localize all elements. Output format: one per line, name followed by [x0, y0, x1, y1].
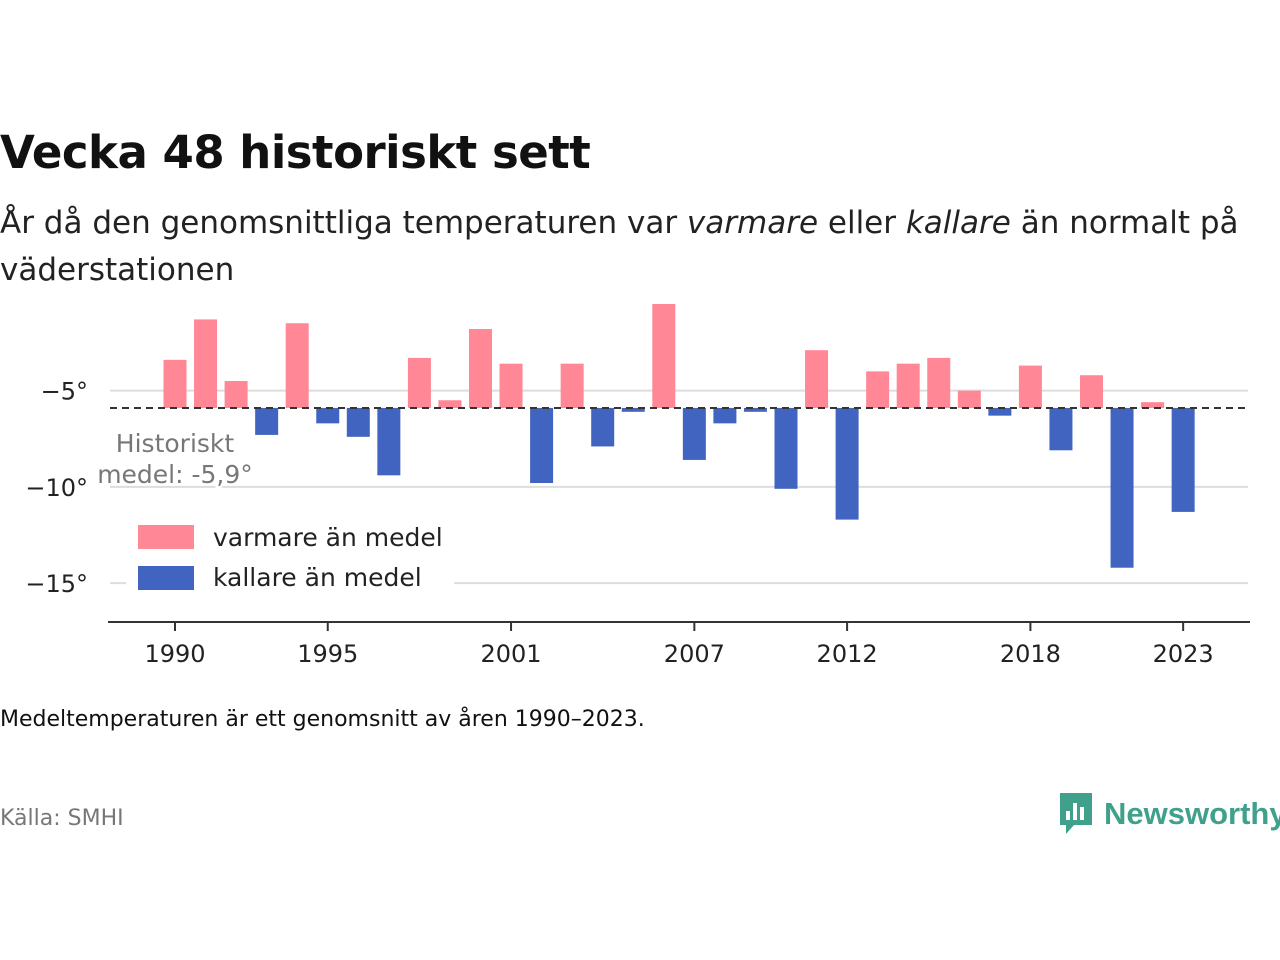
- x-tick-label: 1995: [297, 640, 358, 668]
- bar-1991: [194, 319, 218, 408]
- subtitle-warm-word: varmare: [686, 205, 819, 241]
- legend-cold-label: kallare än medel: [213, 563, 422, 592]
- legend: varmare än medel kallare än medel: [126, 514, 454, 598]
- x-tick-label: 2023: [1153, 640, 1214, 668]
- footnote: Medeltemperaturen är ett genomsnitt av å…: [0, 707, 645, 732]
- bar-2006: [652, 304, 676, 408]
- bar-2012: [835, 407, 859, 520]
- bar-2016: [957, 390, 981, 408]
- bar-2003: [560, 363, 584, 408]
- bar-1999: [438, 400, 462, 408]
- y-tick-label: −15°: [25, 570, 88, 598]
- chart-title: Vecka 48 historiskt sett: [0, 126, 591, 179]
- bar-2022: [1141, 402, 1165, 408]
- bar-2005: [621, 407, 645, 412]
- bar-1995: [316, 407, 340, 424]
- source-credit: Källa: SMHI: [0, 806, 124, 831]
- bar-1997: [377, 407, 401, 476]
- bar-2021: [1110, 407, 1134, 568]
- bar-2009: [743, 407, 767, 412]
- y-tick-label: −5°: [41, 378, 88, 406]
- bar-1992: [224, 381, 248, 408]
- legend-cold-swatch: [138, 566, 194, 590]
- y-tick-labels: −5° −10° −15°: [25, 378, 88, 599]
- bar-2004: [591, 407, 615, 447]
- baseline-label-line-2: medel: -5,9°: [97, 460, 253, 489]
- bar-1994: [285, 323, 309, 408]
- bar-2013: [866, 371, 890, 408]
- legend-warm-swatch: [138, 525, 194, 549]
- bar-2019: [1049, 407, 1073, 451]
- bar-2014: [896, 363, 920, 408]
- bar-1996: [346, 407, 370, 437]
- bar-2002: [530, 407, 554, 484]
- x-tick-label: 2018: [1000, 640, 1061, 668]
- bar-2020: [1080, 375, 1103, 408]
- bar-2015: [927, 357, 951, 408]
- baseline-label-line-1: Historiskt: [116, 429, 235, 458]
- bar-1990: [163, 359, 187, 408]
- bar-1998: [407, 357, 431, 408]
- x-tick-label: 1990: [144, 640, 205, 668]
- x-axis-ticks: 1990 1995 2001 2007 2012 2018 2023: [144, 622, 1214, 668]
- x-tick-label: 2012: [817, 640, 878, 668]
- bar-2017: [988, 407, 1012, 416]
- bar-2001: [499, 363, 523, 408]
- x-tick-label: 2001: [481, 640, 542, 668]
- newsworthy-logo: Newsworthy: [1058, 790, 1280, 838]
- bar-2011: [805, 350, 829, 408]
- bar-2008: [713, 407, 737, 424]
- subtitle-text-3: än normalt på väderstationen: [0, 205, 1239, 288]
- brand-name: Newsworthy: [1104, 796, 1280, 831]
- chat-bubble-chart-icon: [1060, 793, 1092, 834]
- bar-2010: [774, 407, 798, 489]
- subtitle-text-2: eller: [818, 205, 906, 241]
- bar-2007: [682, 407, 706, 460]
- x-tick-label: 2007: [664, 640, 725, 668]
- bar-2000: [469, 329, 492, 408]
- bars: [163, 304, 1195, 568]
- bar-1993: [255, 407, 279, 435]
- legend-warm-label: varmare än medel: [213, 523, 443, 552]
- y-tick-label: −10°: [25, 474, 88, 502]
- subtitle-text-1: År då den genomsnittliga temperaturen va…: [0, 205, 687, 241]
- bar-2018: [1018, 365, 1042, 408]
- chart-subtitle: År då den genomsnittliga temperaturen va…: [0, 200, 1240, 294]
- temperature-bar-chart: −5° −10° −15° Historiskt medel: -5,9° varm…: [25, 304, 1250, 668]
- bar-2023: [1171, 407, 1195, 512]
- subtitle-cold-word: kallare: [905, 205, 1011, 241]
